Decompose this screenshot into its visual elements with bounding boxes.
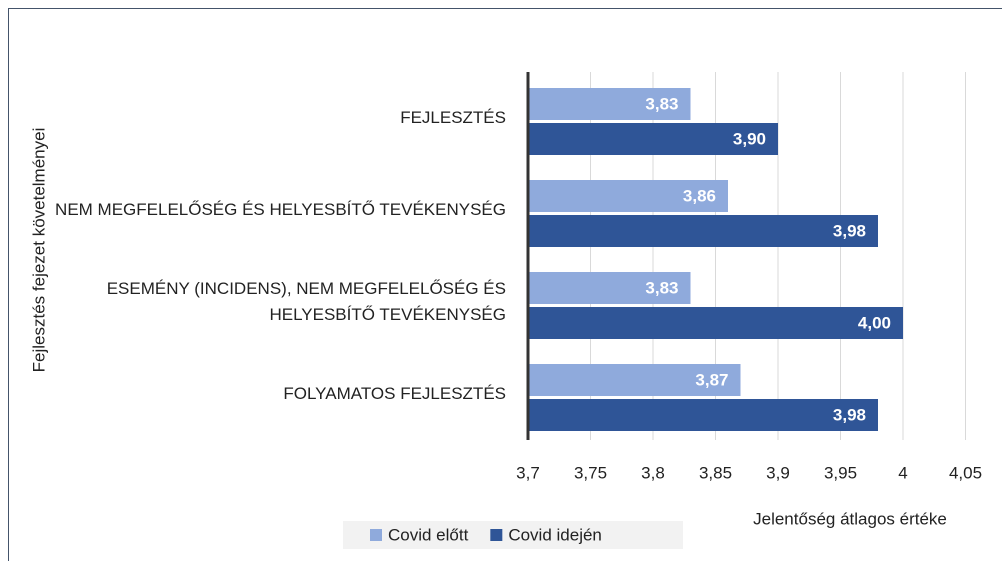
legend-label: Covid előtt <box>388 525 469 544</box>
value-label: 3,87 <box>695 370 728 389</box>
x-tick-label: 3,8 <box>641 463 665 482</box>
bar <box>528 399 878 431</box>
x-axis-title: Jelentőség átlagos értéke <box>753 509 947 528</box>
y-tick-label: NEM MEGFELELŐSÉG ÉS HELYESBÍTŐ TEVÉKENYS… <box>55 200 506 219</box>
value-label: 3,83 <box>645 94 678 113</box>
value-label: 3,83 <box>645 278 678 297</box>
bar <box>528 364 741 396</box>
value-label: 3,86 <box>683 186 716 205</box>
legend-label: Covid idején <box>508 525 602 544</box>
y-tick-label: FEJLESZTÉS <box>400 108 506 127</box>
value-label: 3,98 <box>833 405 866 424</box>
bar <box>528 123 778 155</box>
legend-swatch <box>370 529 382 541</box>
border <box>8 8 1002 561</box>
x-tick-label: 3,95 <box>824 463 857 482</box>
value-label: 3,98 <box>833 221 866 240</box>
x-tick-label: 4 <box>898 463 907 482</box>
bar <box>528 88 691 120</box>
x-tick-label: 3,7 <box>516 463 540 482</box>
value-label: 3,90 <box>733 129 766 148</box>
y-axis-title: Fejlesztés fejezet követelményei <box>29 128 48 373</box>
bar <box>528 215 878 247</box>
y-tick-label: ESEMÉNY (INCIDENS), NEM MEGFELELŐSÉG ÉS … <box>106 279 506 324</box>
x-tick-label: 3,75 <box>574 463 607 482</box>
x-tick-label: 4,05 <box>949 463 982 482</box>
x-tick-label: 3,85 <box>699 463 732 482</box>
bar <box>528 272 691 304</box>
bar <box>528 307 903 339</box>
x-tick-label: 3,9 <box>766 463 790 482</box>
y-tick-label: FOLYAMATOS FEJLESZTÉS <box>283 384 506 403</box>
bar <box>528 180 728 212</box>
value-label: 4,00 <box>858 313 891 332</box>
legend-box <box>343 521 683 549</box>
legend-swatch <box>490 529 503 541</box>
